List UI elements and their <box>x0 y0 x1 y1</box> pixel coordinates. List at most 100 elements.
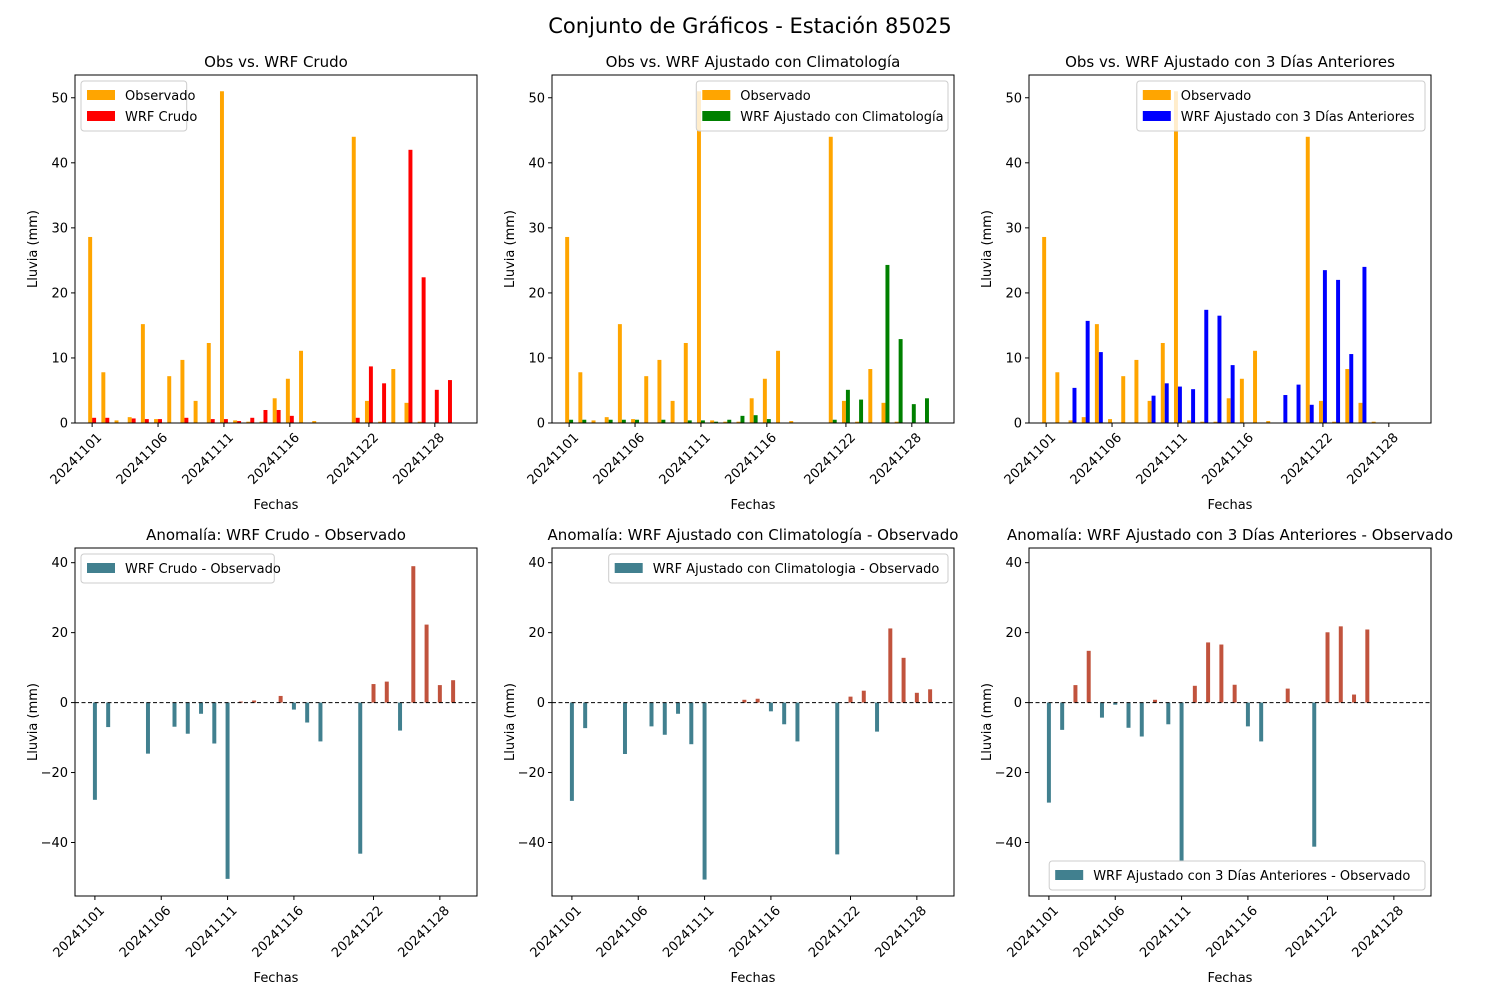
plot-area <box>88 91 452 423</box>
bar-observed <box>868 369 873 423</box>
chart-panel-2: Obs vs. WRF Ajustado con Climatología Fec… <box>503 53 955 513</box>
axes-frame <box>1028 547 1432 897</box>
x-tick-label: 20241122 <box>806 903 863 960</box>
bar-model <box>845 389 850 423</box>
bar-observed <box>1147 400 1152 423</box>
plot-area <box>1042 91 1376 423</box>
bar-model <box>1309 404 1314 423</box>
bar-observed <box>1121 376 1126 423</box>
plot-area <box>1046 626 1370 862</box>
bar-negative-anomaly <box>106 702 111 728</box>
bar-observed <box>1187 420 1192 423</box>
bar-model <box>1349 354 1354 423</box>
bar-positive-anomaly <box>861 690 866 703</box>
bar-observed <box>285 378 290 423</box>
bar-model <box>223 419 228 423</box>
bar-model <box>1072 387 1077 423</box>
x-tick-label: 20241106 <box>117 903 174 960</box>
x-tick-label: 20241101 <box>1002 430 1059 487</box>
x-tick-label: 20241101 <box>48 430 105 487</box>
bar-negative-anomaly <box>1060 702 1065 730</box>
bar-model <box>448 380 452 423</box>
legend-label: WRF Ajustado con Climatologia - Observad… <box>653 562 940 577</box>
bar-observed <box>1055 372 1060 423</box>
figure-title: Conjunto de Gráficos - Estación 85025 <box>548 14 952 38</box>
axes-frame <box>74 547 478 897</box>
y-tick-label: 0 <box>537 417 545 432</box>
bar-observed <box>1068 420 1073 423</box>
y-tick-label: 40 <box>1005 556 1022 571</box>
legend-label: WRF Ajustado con 3 Días Anteriores <box>1181 110 1415 125</box>
x-axis-label: Fechas <box>1208 971 1253 986</box>
y-tick-label: 20 <box>51 286 68 301</box>
x-tick-label: 20241116 <box>250 903 307 960</box>
bar-model <box>859 399 864 423</box>
bar-observed <box>644 376 649 423</box>
bar-positive-anomaly <box>1086 650 1091 703</box>
y-axis-label: Lluvia (mm) <box>503 210 518 288</box>
y-tick-label: 20 <box>51 626 68 641</box>
x-tick-label: 20241128 <box>396 903 453 960</box>
chart-title: Anomalía: WRF Ajustado con Climatología … <box>548 526 959 544</box>
bar-observed <box>617 324 622 423</box>
bar-observed <box>1318 400 1323 423</box>
bar-positive-anomaly <box>742 699 747 703</box>
y-tick-label: 50 <box>1005 91 1022 106</box>
y-tick-label: 20 <box>1005 286 1022 301</box>
bar-observed <box>1358 402 1363 423</box>
legend: Observado WRF Ajustado con Climatología <box>695 80 949 132</box>
bar-observed <box>710 420 715 423</box>
y-tick-label: −40 <box>41 836 68 851</box>
x-tick-label: 20241106 <box>114 430 171 487</box>
axes-frame <box>1028 74 1432 424</box>
bar-model <box>753 415 758 423</box>
bar-observed <box>246 421 251 423</box>
bar-negative-anomaly <box>305 702 310 723</box>
bar-observed <box>259 421 264 423</box>
bar-negative-anomaly <box>225 702 230 879</box>
bar-negative-anomaly <box>1099 702 1104 718</box>
bar-negative-anomaly <box>172 702 177 727</box>
x-axis-label: Fechas <box>254 498 299 513</box>
bar-observed <box>1134 359 1139 423</box>
bar-model <box>687 420 692 423</box>
x-axis-label: Fechas <box>254 971 299 986</box>
bar-negative-anomaly <box>145 702 150 754</box>
legend: WRF Crudo - Observado <box>80 553 281 584</box>
chart-title: Obs vs. WRF Ajustado con 3 Días Anterior… <box>1065 53 1395 71</box>
bar-model <box>1322 270 1327 423</box>
bar-observed <box>219 91 224 423</box>
x-tick-label: 20241122 <box>329 903 386 960</box>
y-tick-label: 10 <box>528 351 545 366</box>
x-tick-label: 20241122 <box>1283 903 1340 960</box>
x-tick-label: 20241106 <box>1068 430 1125 487</box>
y-axis-label: Lluvia (mm) <box>26 683 41 761</box>
bar-observed <box>1081 417 1086 423</box>
bar-observed <box>723 421 728 423</box>
x-tick-label: 20241116 <box>1199 430 1256 487</box>
bar-positive-anomaly <box>411 566 416 703</box>
x-tick-label: 20241106 <box>591 430 648 487</box>
plot-area <box>565 91 929 423</box>
bar-negative-anomaly <box>1166 702 1171 725</box>
bar-model <box>105 417 110 423</box>
x-tick-label: 20241122 <box>1279 430 1336 487</box>
y-tick-label: −40 <box>995 836 1022 851</box>
bar-observed <box>1094 324 1099 423</box>
y-tick-label: 40 <box>1005 156 1022 171</box>
bar-negative-anomaly <box>1139 702 1144 737</box>
x-tick-label: 20241106 <box>1071 903 1128 960</box>
y-tick-label: −20 <box>41 766 68 781</box>
chart-panel-1: Obs vs. WRF Crudo Fechas Lluvia (mm) 0 10 20 3… <box>26 53 478 513</box>
x-tick-label: 20241111 <box>183 903 240 960</box>
y-tick-label: 30 <box>528 221 545 236</box>
bar-model <box>885 264 890 423</box>
bar-model <box>1362 266 1367 423</box>
bar-observed <box>578 372 583 423</box>
bar-positive-anomaly <box>1232 684 1237 703</box>
bar-negative-anomaly <box>291 702 296 710</box>
bar-model <box>1191 389 1196 423</box>
bar-observed <box>894 421 899 423</box>
bar-observed <box>776 350 781 423</box>
